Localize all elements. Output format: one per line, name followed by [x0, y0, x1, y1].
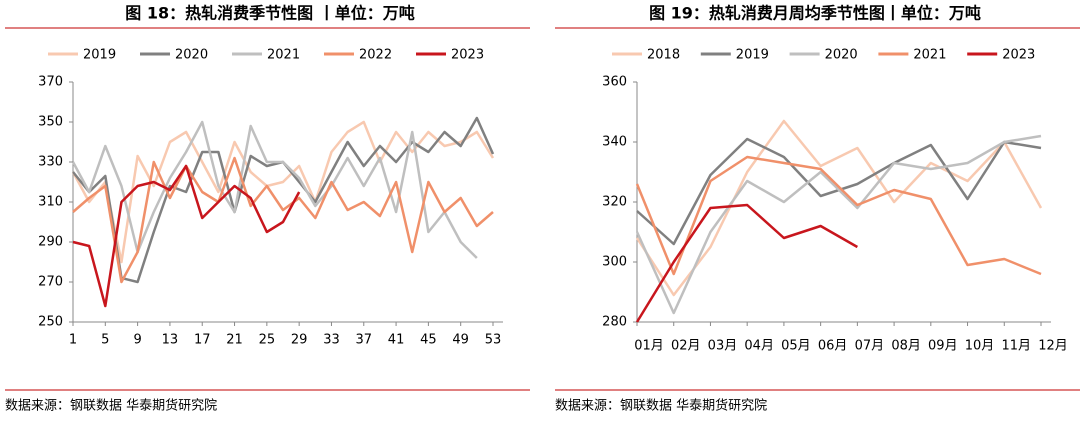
- x-tick-label: 33: [323, 333, 340, 348]
- legend-label: 2023: [451, 48, 484, 63]
- x-tick-label: 05月: [781, 339, 811, 354]
- x-tick-label: 1: [69, 333, 77, 348]
- series-line: [635, 155, 1042, 276]
- x-tick-label: 17: [194, 333, 211, 348]
- y-tick-label: 280: [602, 315, 627, 330]
- x-tick-label: 9: [133, 333, 141, 348]
- y-tick-label: 250: [38, 315, 63, 330]
- x-tick-label: 02月: [671, 339, 701, 354]
- x-tick-label: 45: [420, 333, 437, 348]
- x-tick-label: 53: [485, 333, 502, 348]
- y-tick-label: 370: [38, 75, 63, 90]
- legend-label: 2023: [1002, 48, 1035, 63]
- x-tick-label: 37: [355, 333, 372, 348]
- legend-label: 2020: [825, 48, 858, 63]
- legend-label: 2019: [83, 48, 116, 63]
- x-tick-label: 03月: [708, 339, 738, 354]
- chart-title: 图 18：热轧消费季节性图 丨单位：万吨: [125, 4, 414, 23]
- x-tick-label: 49: [452, 333, 469, 348]
- x-tick-label: 06月: [818, 339, 848, 354]
- y-tick-label: 340: [602, 135, 627, 150]
- series-line: [72, 156, 494, 284]
- y-tick-label: 330: [38, 155, 63, 170]
- source: 数据来源：钢联数据 华泰期货研究院: [555, 398, 767, 414]
- series-line: [71, 120, 478, 259]
- legend-label: 2021: [913, 48, 946, 63]
- x-tick-label: 12月: [1038, 339, 1068, 354]
- legend-label: 2020: [175, 48, 208, 63]
- x-tick-label: 04月: [744, 339, 774, 354]
- legend-label: 2018: [647, 48, 680, 63]
- y-tick-label: 360: [602, 75, 627, 90]
- series-line: [72, 164, 301, 308]
- series-line: [635, 134, 1042, 315]
- chart-title: 图 19：热轧消费月周均季节性图丨单位：万吨: [649, 4, 981, 23]
- x-tick-label: 09月: [928, 339, 958, 354]
- y-tick-label: 320: [602, 195, 627, 210]
- x-tick-label: 07月: [855, 339, 885, 354]
- legend-label: 2022: [359, 48, 392, 63]
- y-tick-label: 290: [38, 235, 63, 250]
- x-tick-label: 08月: [891, 339, 921, 354]
- source: 数据来源：钢联数据 华泰期货研究院: [5, 398, 217, 414]
- x-tick-label: 41: [388, 333, 405, 348]
- x-tick-label: 25: [259, 333, 276, 348]
- x-tick-label: 21: [226, 333, 243, 348]
- y-tick-label: 300: [602, 255, 627, 270]
- x-tick-label: 5: [101, 333, 109, 348]
- y-tick-label: 310: [38, 195, 63, 210]
- x-tick-label: 29: [291, 333, 308, 348]
- series-line: [71, 120, 495, 264]
- x-tick-label: 13: [162, 333, 179, 348]
- series-line: [635, 119, 1043, 297]
- x-tick-label: 01月: [634, 339, 664, 354]
- series-line: [635, 203, 858, 323]
- x-tick-label: 11月: [1001, 339, 1031, 354]
- legend-label: 2021: [267, 48, 300, 63]
- legend-label: 2019: [736, 48, 769, 63]
- y-tick-label: 270: [38, 275, 63, 290]
- x-tick-label: 10月: [965, 339, 995, 354]
- y-tick-label: 350: [38, 115, 63, 130]
